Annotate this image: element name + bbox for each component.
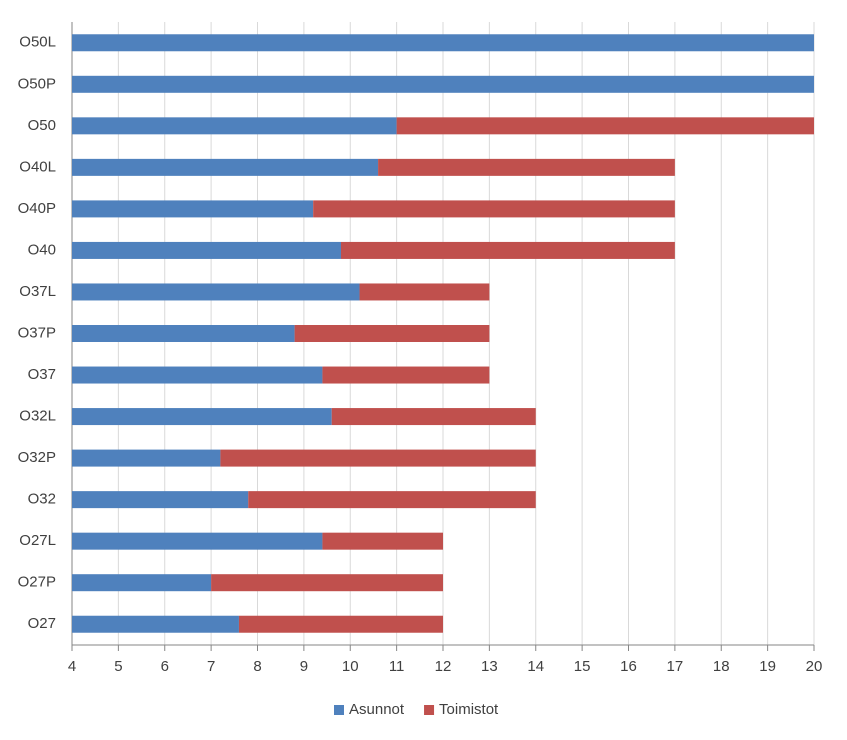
x-tick-label: 16	[620, 658, 637, 675]
y-tick-label: O32	[28, 491, 56, 508]
bar	[72, 366, 323, 384]
x-tick-label: 7	[207, 658, 215, 675]
y-tick-label: O32L	[19, 408, 56, 425]
y-tick-label: O37L	[19, 283, 56, 300]
y-tick-label: O37P	[18, 324, 56, 341]
x-tick-label: 17	[667, 658, 684, 675]
y-tick-label: O40	[28, 241, 56, 258]
y-tick-label: O40P	[18, 200, 56, 217]
bar	[322, 366, 490, 384]
bar	[72, 241, 341, 259]
bar	[72, 408, 332, 426]
bar	[72, 34, 814, 52]
bar	[378, 158, 675, 176]
legend-swatch	[424, 705, 435, 715]
bar	[396, 117, 814, 135]
x-tick-label: 14	[527, 658, 544, 675]
bar	[72, 491, 249, 509]
y-tick-label: O50	[28, 117, 56, 134]
x-tick-label: 12	[435, 658, 452, 675]
bar	[72, 283, 360, 301]
bar	[72, 200, 314, 218]
legend-label: Toimistot	[439, 701, 499, 718]
bar	[322, 532, 443, 550]
legend-swatch	[334, 705, 344, 715]
y-tick-label: O27	[28, 615, 56, 632]
y-tick-label: O50P	[18, 75, 56, 92]
bar	[220, 449, 536, 467]
x-tick-label: 20	[806, 658, 823, 675]
x-tick-label: 15	[574, 658, 591, 675]
bar	[72, 574, 212, 592]
bar	[72, 532, 323, 550]
x-tick-label: 11	[389, 658, 405, 675]
bar	[72, 449, 221, 467]
bar	[72, 615, 239, 633]
x-tick-label: 8	[253, 658, 261, 675]
bar	[248, 491, 536, 509]
y-tick-label: O32P	[18, 449, 56, 466]
bar	[72, 325, 295, 342]
y-tick-label: O50L	[19, 34, 56, 51]
bar	[72, 117, 397, 135]
x-tick-label: 10	[342, 658, 359, 675]
y-tick-label: O37	[28, 366, 56, 383]
legend-label: Asunnot	[349, 701, 405, 718]
y-tick-label: O27L	[19, 532, 56, 549]
x-tick-label: 19	[759, 658, 776, 675]
bar	[238, 615, 443, 633]
x-tick-label: 4	[68, 658, 76, 675]
x-tick-label: 6	[161, 658, 169, 675]
y-tick-label: O40L	[19, 158, 56, 175]
x-tick-label: 5	[114, 658, 122, 675]
bar	[313, 200, 675, 218]
bar	[331, 408, 536, 426]
x-tick-label: 13	[481, 658, 498, 675]
x-tick-label: 18	[713, 658, 730, 675]
bar	[359, 283, 490, 301]
bar	[294, 325, 490, 342]
bar	[340, 241, 675, 259]
bar	[211, 574, 443, 592]
bar	[72, 75, 814, 93]
bar	[72, 158, 379, 176]
y-tick-label: O27P	[18, 574, 56, 591]
x-tick-label: 9	[300, 658, 308, 675]
